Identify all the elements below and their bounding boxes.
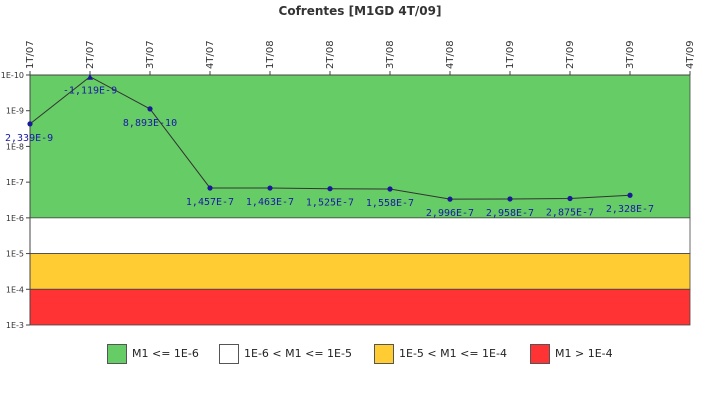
data-point-marker [147,106,153,112]
band-3 [29,288,691,326]
data-point-marker [207,185,213,191]
threshold-bands [29,74,691,326]
legend-label: 1E-5 < M1 <= 1E-4 [399,347,507,360]
data-label: 2,339E-9 [5,133,53,144]
y-tick-label: 1E-6 [6,214,24,223]
x-tick-label: 3T/08 [385,40,396,69]
data-label: 2,958E-7 [486,208,534,219]
data-label: 1,463E-7 [246,197,294,208]
legend-swatch [530,344,550,364]
data-label: 8,893E-10 [123,118,177,129]
band-0 [29,74,691,219]
axes: 1E-10 1E-9 1E-8 1E-7 1E-6 1E-5 1E-4 1E-3 1T/07 2T… [1,40,696,330]
band-2 [29,253,691,290]
y-tick-label: 1E-8 [6,142,24,151]
data-label: 1,457E-7 [186,197,234,208]
data-labels: 2,339E-9 -1,119E-9 8,893E-10 1,457E-7 1,463E… [5,86,654,219]
x-tick-label: 1T/07 [25,40,36,69]
y-tick-label: 1E-5 [6,250,24,259]
y-tick-label: 1E-7 [6,178,24,187]
legend-label: M1 <= 1E-6 [132,347,199,360]
chart-canvas: Cofrentes [M1GD 4T/09] 1E-10 1E-9 1E-8 1E-7… [1,4,696,330]
x-tick-label: 2T/09 [565,40,576,69]
legend-label: M1 > 1E-4 [555,347,613,360]
data-point-marker [507,196,513,202]
legend-label: 1E-6 < M1 <= 1E-5 [244,347,352,360]
data-label: 1,558E-7 [366,198,414,209]
band-1 [29,217,691,254]
x-tick-label: 1T/09 [505,40,516,69]
x-tick-label: 2T/07 [85,40,96,69]
legend-swatch [107,344,127,364]
data-point-marker [567,195,573,202]
data-point-marker [447,196,453,202]
data-label: 1,525E-7 [306,198,354,209]
x-tick-label: 1T/08 [265,40,276,69]
data-point-marker [327,186,333,192]
legend-swatch [374,344,394,364]
x-tick-label: 3T/09 [625,40,636,69]
y-tick-label: 1E-9 [6,107,24,116]
series-line [27,73,633,202]
x-tick-label: 4T/09 [685,40,696,69]
data-point-marker [387,186,393,192]
y-tick-label: 1E-10 [1,71,24,80]
x-tick-label: 4T/08 [445,40,456,69]
data-point-marker [87,73,93,80]
data-point-marker [27,121,33,127]
x-tick-label: 4T/07 [205,40,216,69]
chart-title: Cofrentes [M1GD 4T/09] [279,4,442,18]
data-label: 2,875E-7 [546,208,594,219]
y-tick-label: 1E-4 [6,285,24,294]
x-tick-label: 2T/08 [325,40,336,69]
data-label: 2,328E-7 [606,204,654,215]
data-label: 2,996E-7 [426,208,474,219]
legend-swatch [219,344,239,364]
legend: M1 <= 1E-6 1E-6 < M1 <= 1E-5 1E-5 < M1 <= … [0,344,720,368]
y-tick-label: 1E-3 [6,321,24,330]
data-label: -1,119E-9 [63,86,117,97]
data-point-marker [627,192,633,198]
x-tick-label: 3T/07 [145,40,156,69]
data-point-marker [267,185,273,191]
